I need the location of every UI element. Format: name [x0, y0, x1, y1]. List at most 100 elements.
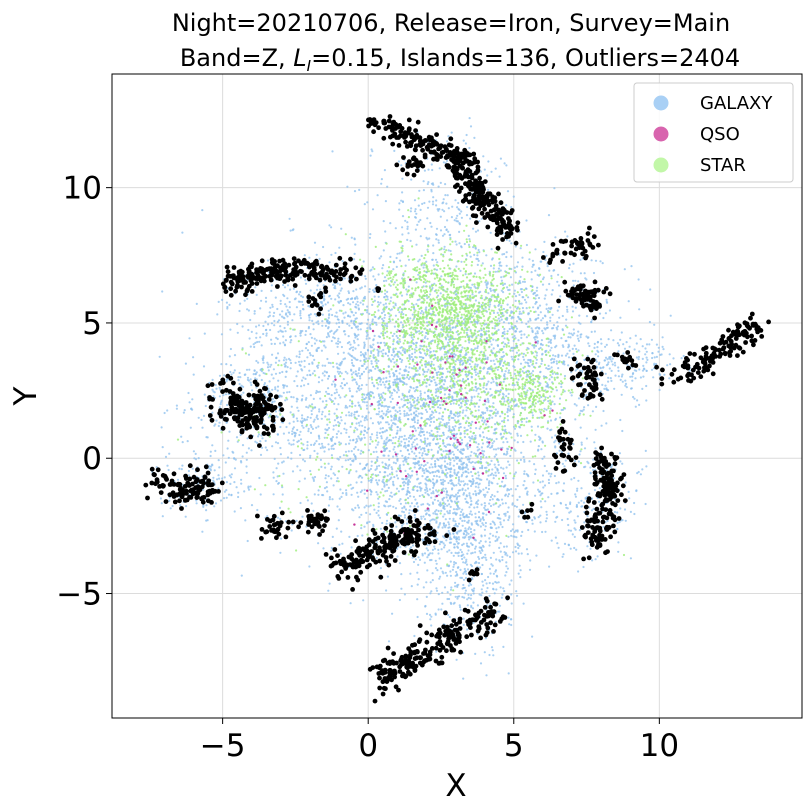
galaxy-point: [317, 493, 320, 496]
galaxy-point: [485, 284, 488, 287]
galaxy-point: [437, 552, 440, 555]
galaxy-point: [382, 481, 385, 484]
galaxy-point: [505, 571, 508, 574]
galaxy-point: [348, 347, 351, 351]
galaxy-point: [500, 498, 504, 501]
galaxy-point: [489, 340, 492, 343]
galaxy-point: [485, 513, 488, 516]
galaxy-point: [358, 474, 361, 477]
galaxy-point: [332, 444, 335, 447]
galaxy-point: [474, 371, 477, 374]
galaxy-point: [441, 540, 444, 544]
galaxy-point: [382, 454, 385, 457]
galaxy-point: [477, 471, 480, 474]
galaxy-point: [507, 535, 510, 538]
galaxy-point: [520, 420, 524, 423]
galaxy-point: [518, 564, 521, 567]
galaxy-point: [255, 359, 258, 363]
galaxy-point: [488, 480, 491, 483]
galaxy-point: [319, 458, 322, 461]
galaxy-point: [448, 509, 451, 512]
galaxy-point: [380, 393, 383, 396]
galaxy-point: [340, 360, 344, 363]
galaxy-point: [427, 361, 430, 364]
galaxy-point: [464, 489, 467, 492]
galaxy-point: [489, 231, 492, 234]
galaxy-point: [244, 373, 247, 376]
galaxy-point: [469, 542, 473, 545]
galaxy-point: [353, 252, 356, 255]
galaxy-point: [491, 649, 494, 652]
galaxy-point: [310, 425, 313, 429]
galaxy-point: [242, 385, 245, 388]
galaxy-point: [471, 474, 474, 478]
galaxy-point: [506, 448, 510, 451]
galaxy-point: [456, 322, 459, 326]
galaxy-point: [453, 377, 456, 380]
galaxy-point: [574, 306, 577, 309]
galaxy-point: [410, 474, 414, 477]
galaxy-point: [462, 532, 465, 535]
galaxy-point: [324, 428, 327, 431]
galaxy-point: [309, 456, 312, 459]
galaxy-point: [330, 465, 333, 468]
galaxy-point: [425, 612, 429, 616]
galaxy-point: [346, 406, 349, 409]
galaxy-point: [479, 551, 482, 555]
galaxy-point: [201, 209, 204, 212]
galaxy-point: [425, 483, 428, 486]
galaxy-point: [431, 548, 435, 552]
galaxy-point: [471, 293, 474, 296]
galaxy-point: [243, 299, 246, 302]
galaxy-point: [327, 392, 331, 396]
galaxy-point: [401, 524, 404, 527]
galaxy-point: [516, 530, 519, 533]
galaxy-point: [296, 465, 299, 468]
galaxy-point: [485, 508, 488, 512]
galaxy-point: [494, 408, 497, 411]
galaxy-point: [295, 417, 298, 420]
galaxy-point: [462, 561, 465, 564]
galaxy-point: [462, 462, 465, 465]
galaxy-point: [506, 495, 510, 498]
galaxy-point: [217, 300, 220, 303]
galaxy-point: [489, 446, 492, 449]
galaxy-point: [376, 366, 379, 369]
galaxy-point: [442, 522, 445, 525]
galaxy-point: [510, 623, 513, 627]
galaxy-point: [350, 326, 353, 330]
galaxy-point: [381, 427, 384, 430]
galaxy-point: [452, 532, 455, 535]
galaxy-point: [339, 416, 342, 419]
galaxy-point: [479, 525, 482, 528]
galaxy-point: [395, 470, 398, 473]
galaxy-point: [547, 345, 550, 348]
galaxy-point: [452, 519, 455, 522]
galaxy-point: [270, 373, 273, 376]
galaxy-point: [430, 429, 433, 432]
galaxy-point: [271, 397, 275, 401]
galaxy-point: [355, 381, 358, 384]
galaxy-point: [447, 613, 450, 617]
galaxy-point: [478, 557, 481, 561]
galaxy-point: [369, 323, 372, 327]
galaxy-point: [549, 429, 552, 432]
galaxy-point: [354, 456, 357, 459]
galaxy-point: [435, 589, 439, 592]
galaxy-point: [541, 359, 544, 363]
galaxy-point: [389, 284, 392, 287]
galaxy-point: [453, 383, 456, 386]
galaxy-point: [508, 409, 512, 412]
galaxy-point: [429, 417, 432, 420]
galaxy-point: [496, 498, 499, 501]
galaxy-point: [480, 534, 483, 537]
galaxy-point: [279, 517, 282, 521]
galaxy-point: [471, 283, 474, 286]
galaxy-point: [280, 315, 284, 318]
galaxy-point: [398, 350, 401, 353]
galaxy-point: [526, 493, 529, 496]
galaxy-point: [444, 518, 447, 521]
galaxy-point: [461, 466, 465, 469]
galaxy-point: [394, 507, 398, 510]
galaxy-point: [446, 597, 449, 601]
